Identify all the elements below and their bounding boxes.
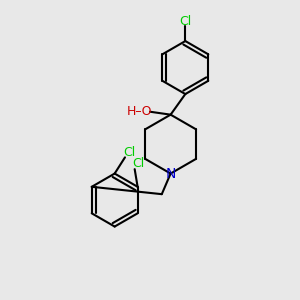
Text: Cl: Cl: [179, 14, 191, 28]
Text: Cl: Cl: [123, 146, 136, 159]
Text: N: N: [165, 167, 176, 181]
Text: H–O: H–O: [127, 105, 152, 118]
Text: Cl: Cl: [132, 157, 144, 170]
